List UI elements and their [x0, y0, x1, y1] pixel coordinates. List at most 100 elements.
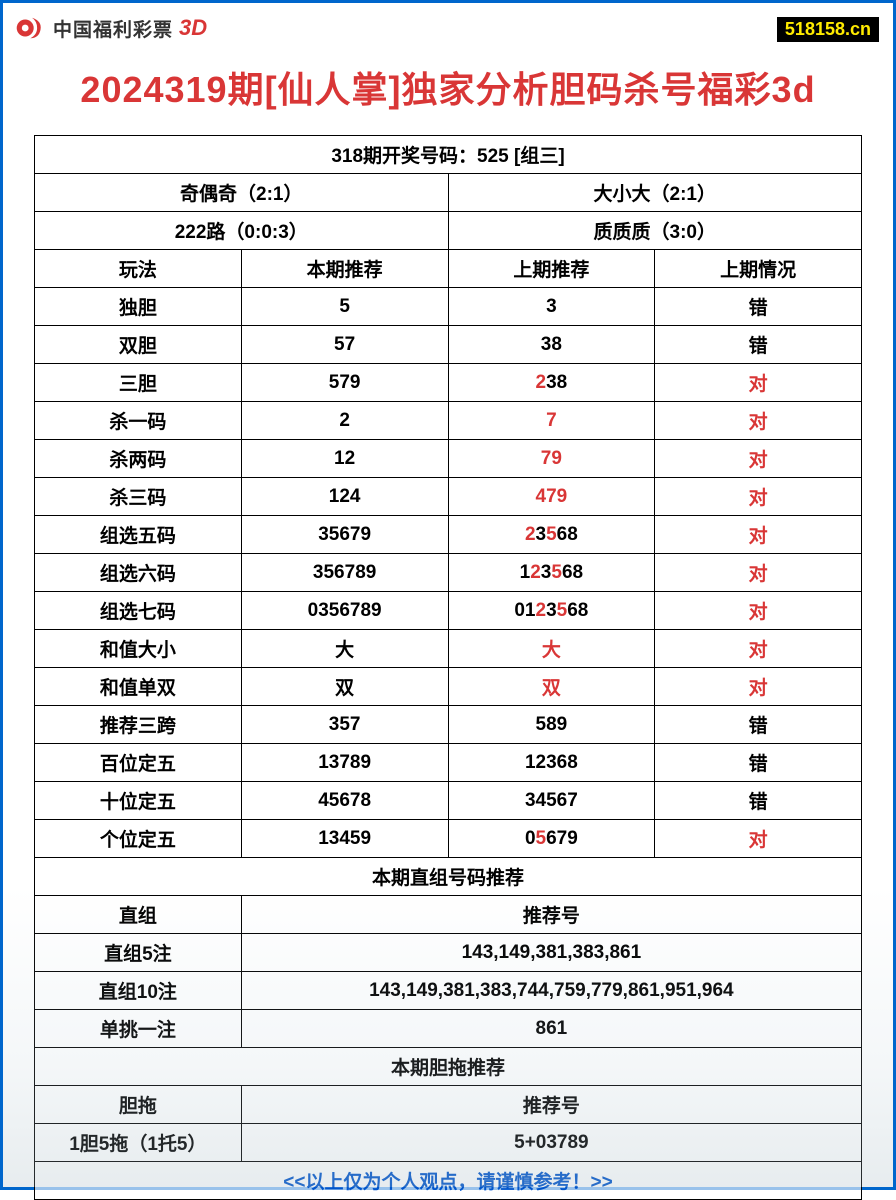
play-name: 组选五码 — [35, 516, 242, 554]
pattern-left: 奇偶奇（2:1） — [35, 174, 449, 212]
col-header: 玩法 — [35, 250, 242, 288]
logo: 中国福利彩票 3D — [15, 11, 207, 45]
table-row: 个位定五1345905679对 — [35, 820, 862, 858]
play-name: 组选六码 — [35, 554, 242, 592]
prev-status: 对 — [655, 668, 862, 706]
prev-status: 对 — [655, 516, 862, 554]
prev-pick: 05679 — [448, 820, 655, 858]
prev-pick: 589 — [448, 706, 655, 744]
logo-text: 中国福利彩票 — [53, 15, 173, 42]
play-name: 和值单双 — [35, 668, 242, 706]
play-name: 和值大小 — [35, 630, 242, 668]
play-name: 百位定五 — [35, 744, 242, 782]
current-pick: 356789 — [241, 554, 448, 592]
table-row: 和值大小大大对 — [35, 630, 862, 668]
prev-status: 错 — [655, 706, 862, 744]
column-header-row: 玩法 本期推荐 上期推荐 上期情况 — [35, 250, 862, 288]
play-name: 杀两码 — [35, 440, 242, 478]
current-pick: 124 — [241, 478, 448, 516]
prev-pick: 479 — [448, 478, 655, 516]
current-pick: 0356789 — [241, 592, 448, 630]
current-pick: 45678 — [241, 782, 448, 820]
prev-pick: 38 — [448, 326, 655, 364]
prev-pick: 12368 — [448, 744, 655, 782]
pattern-row-1: 奇偶奇（2:1） 大小大（2:1） — [35, 174, 862, 212]
dantuo-header: 本期胆拖推荐 — [35, 1048, 862, 1086]
prev-pick: 双 — [448, 668, 655, 706]
prev-status: 错 — [655, 782, 862, 820]
table-row: 杀三码124479对 — [35, 478, 862, 516]
prev-pick: 7 — [448, 402, 655, 440]
zhizu-label: 直组10注 — [35, 972, 242, 1010]
prev-pick: 0123568 — [448, 592, 655, 630]
table-row: 组选六码356789123568对 — [35, 554, 862, 592]
current-pick: 5 — [241, 288, 448, 326]
zhizu-value: 143,149,381,383,861 — [241, 934, 861, 972]
prev-pick: 79 — [448, 440, 655, 478]
col-header: 上期情况 — [655, 250, 862, 288]
play-name: 杀三码 — [35, 478, 242, 516]
play-name: 推荐三跨 — [35, 706, 242, 744]
play-name: 双胆 — [35, 326, 242, 364]
prev-pick: 23568 — [448, 516, 655, 554]
current-pick: 357 — [241, 706, 448, 744]
table-row: 十位定五4567834567错 — [35, 782, 862, 820]
prev-status: 错 — [655, 288, 862, 326]
current-pick: 大 — [241, 630, 448, 668]
prev-pick: 34567 — [448, 782, 655, 820]
play-name: 十位定五 — [35, 782, 242, 820]
footer-row: <<以上仅为个人观点，请谨慎参考！>> — [35, 1162, 862, 1200]
page-header: 中国福利彩票 3D 518158.cn — [3, 3, 893, 49]
zhizu-value: 143,149,381,383,744,759,779,861,951,964 — [241, 972, 861, 1010]
zhizu-cols-row: 直组 推荐号 — [35, 896, 862, 934]
play-name: 个位定五 — [35, 820, 242, 858]
table-row: 和值单双双双对 — [35, 668, 862, 706]
footer-note: <<以上仅为个人观点，请谨慎参考！>> — [35, 1162, 862, 1200]
prev-pick: 大 — [448, 630, 655, 668]
zhizu-label: 直组5注 — [35, 934, 242, 972]
table-row: 直组5注143,149,381,383,861 — [35, 934, 862, 972]
current-pick: 35679 — [241, 516, 448, 554]
zhizu-value: 861 — [241, 1010, 861, 1048]
play-name: 杀一码 — [35, 402, 242, 440]
prev-status: 对 — [655, 478, 862, 516]
pattern-left: 222路（0:0:3） — [35, 212, 449, 250]
table-row: 杀一码27对 — [35, 402, 862, 440]
table-row: 单挑一注861 — [35, 1010, 862, 1048]
dantuo-header-row: 本期胆拖推荐 — [35, 1048, 862, 1086]
draw-header-row: 318期开奖号码：525 [组三] — [35, 136, 862, 174]
zhizu-header-row: 本期直组号码推荐 — [35, 858, 862, 896]
table-row: 推荐三跨357589错 — [35, 706, 862, 744]
table-row: 百位定五1378912368错 — [35, 744, 862, 782]
play-name: 组选七码 — [35, 592, 242, 630]
current-pick: 2 — [241, 402, 448, 440]
table-row: 三胆579238对 — [35, 364, 862, 402]
logo-3d: 3D — [179, 15, 207, 41]
site-badge: 518158.cn — [777, 17, 879, 42]
prev-status: 对 — [655, 554, 862, 592]
analysis-table: 318期开奖号码：525 [组三] 奇偶奇（2:1） 大小大（2:1） 222路… — [34, 135, 862, 1200]
prev-pick: 3 — [448, 288, 655, 326]
table-row: 独胆53错 — [35, 288, 862, 326]
zhizu-label: 单挑一注 — [35, 1010, 242, 1048]
play-name: 独胆 — [35, 288, 242, 326]
lottery-logo-icon — [15, 11, 49, 45]
prev-status: 对 — [655, 364, 862, 402]
prev-status: 对 — [655, 440, 862, 478]
draw-header: 318期开奖号码：525 [组三] — [35, 136, 862, 174]
page-title: 2024319期[仙人掌]独家分析胆码杀号福彩3d — [3, 49, 893, 135]
play-name: 三胆 — [35, 364, 242, 402]
zhizu-value-col: 推荐号 — [241, 896, 861, 934]
current-pick: 13789 — [241, 744, 448, 782]
zhizu-label-col: 直组 — [35, 896, 242, 934]
prev-pick: 238 — [448, 364, 655, 402]
prev-status: 错 — [655, 744, 862, 782]
pattern-right: 质质质（3:0） — [448, 212, 862, 250]
col-header: 本期推荐 — [241, 250, 448, 288]
current-pick: 13459 — [241, 820, 448, 858]
table-row: 双胆5738错 — [35, 326, 862, 364]
table-row: 直组10注143,149,381,383,744,759,779,861,951… — [35, 972, 862, 1010]
prev-status: 错 — [655, 326, 862, 364]
col-header: 上期推荐 — [448, 250, 655, 288]
prev-status: 对 — [655, 630, 862, 668]
